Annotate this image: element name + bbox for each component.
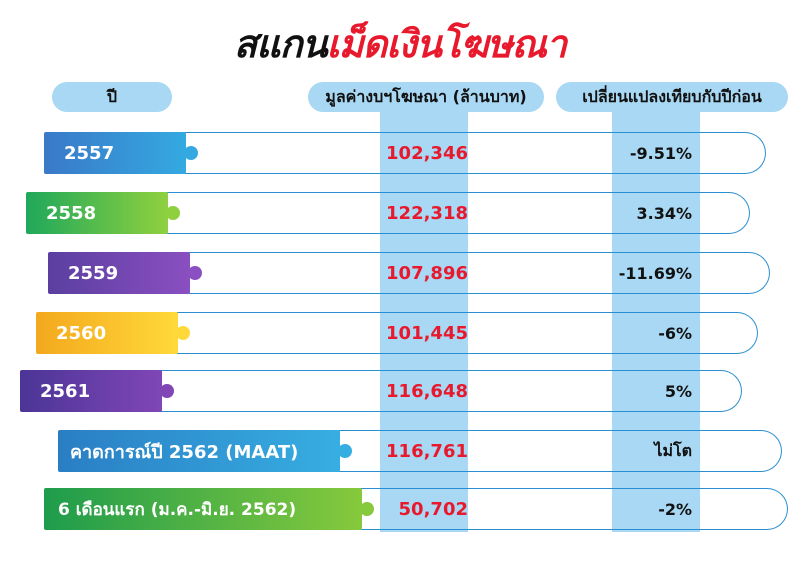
table-row: คาดการณ์ปี 2562 (MAAT) 116,761 ไม่โต xyxy=(58,430,782,476)
row-outline xyxy=(166,192,750,234)
row-label: 6 เดือนแรก (ม.ค.-มิ.ย. 2562) xyxy=(44,488,362,530)
row-change: ไม่โต xyxy=(654,440,692,460)
row-value: 122,318 xyxy=(386,202,468,224)
row-change: -11.69% xyxy=(618,263,692,283)
table-row: 6 เดือนแรก (ม.ค.-มิ.ย. 2562) 50,702 -2% xyxy=(44,488,788,534)
row-change: 5% xyxy=(664,381,692,401)
row-connector-knob xyxy=(176,326,190,340)
row-value: 107,896 xyxy=(386,262,468,284)
row-change: -9.51% xyxy=(629,143,692,163)
title-part-1: สแกน xyxy=(233,22,328,66)
row-label: 2557 xyxy=(44,132,186,174)
row-change: -6% xyxy=(658,323,692,343)
row-outline xyxy=(184,132,766,174)
row-label: 2558 xyxy=(26,192,168,234)
row-value: 101,445 xyxy=(386,322,468,344)
row-connector-knob xyxy=(184,146,198,160)
row-change: -2% xyxy=(658,499,692,519)
row-connector-knob xyxy=(166,206,180,220)
row-outline xyxy=(188,252,770,294)
table-row: 2557 102,346 -9.51% xyxy=(44,132,766,178)
row-connector-knob xyxy=(160,384,174,398)
title-part-2: เม็ดเงินโฆษณา xyxy=(326,22,567,66)
header-year: ปี xyxy=(52,82,172,112)
row-outline xyxy=(360,488,788,530)
row-value: 102,346 xyxy=(386,142,468,164)
table-row: 2559 107,896 -11.69% xyxy=(48,252,770,298)
row-value: 116,648 xyxy=(386,380,468,402)
row-label: 2560 xyxy=(36,312,178,354)
table-row: 2561 116,648 5% xyxy=(20,370,742,416)
row-connector-knob xyxy=(360,502,374,516)
row-connector-knob xyxy=(338,444,352,458)
row-label: คาดการณ์ปี 2562 (MAAT) xyxy=(58,430,340,472)
row-label: 2559 xyxy=(48,252,190,294)
table-row: 2558 122,318 3.34% xyxy=(26,192,750,238)
row-value: 50,702 xyxy=(398,498,468,520)
row-outline xyxy=(338,430,782,472)
table-row: 2560 101,445 -6% xyxy=(36,312,758,358)
page-title: สแกนเม็ดเงินโฆษณา xyxy=(0,14,800,74)
row-label: 2561 xyxy=(20,370,162,412)
row-outline xyxy=(176,312,758,354)
header-value: มูลค่างบฯโฆษณา (ล้านบาท) xyxy=(308,82,544,112)
header-change: เปลี่ยนแปลงเทียบกับปีก่อน xyxy=(556,82,788,112)
row-change: 3.34% xyxy=(636,203,692,223)
row-connector-knob xyxy=(188,266,202,280)
row-value: 116,761 xyxy=(386,440,468,462)
row-outline xyxy=(160,370,742,412)
